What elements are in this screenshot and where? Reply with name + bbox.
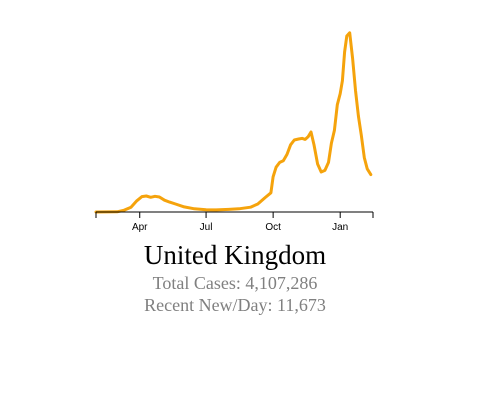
line-chart: Apr Jul Oct Jan [94, 31, 374, 233]
x-tick-label: Jan [332, 222, 348, 233]
x-tick-label: Oct [265, 222, 281, 233]
recent-new-per-day-text: Recent New/Day: 11,673 [144, 295, 326, 315]
x-tick-label: Jul [200, 222, 213, 233]
total-cases-text: Total Cases: 4,107,286 [152, 273, 318, 293]
country-title: United Kingdom [143, 240, 327, 270]
x-axis-ticks: Apr Jul Oct Jan [95, 212, 374, 233]
x-tick-label: Apr [132, 222, 148, 233]
series-line-united-kingdom [94, 31, 373, 214]
